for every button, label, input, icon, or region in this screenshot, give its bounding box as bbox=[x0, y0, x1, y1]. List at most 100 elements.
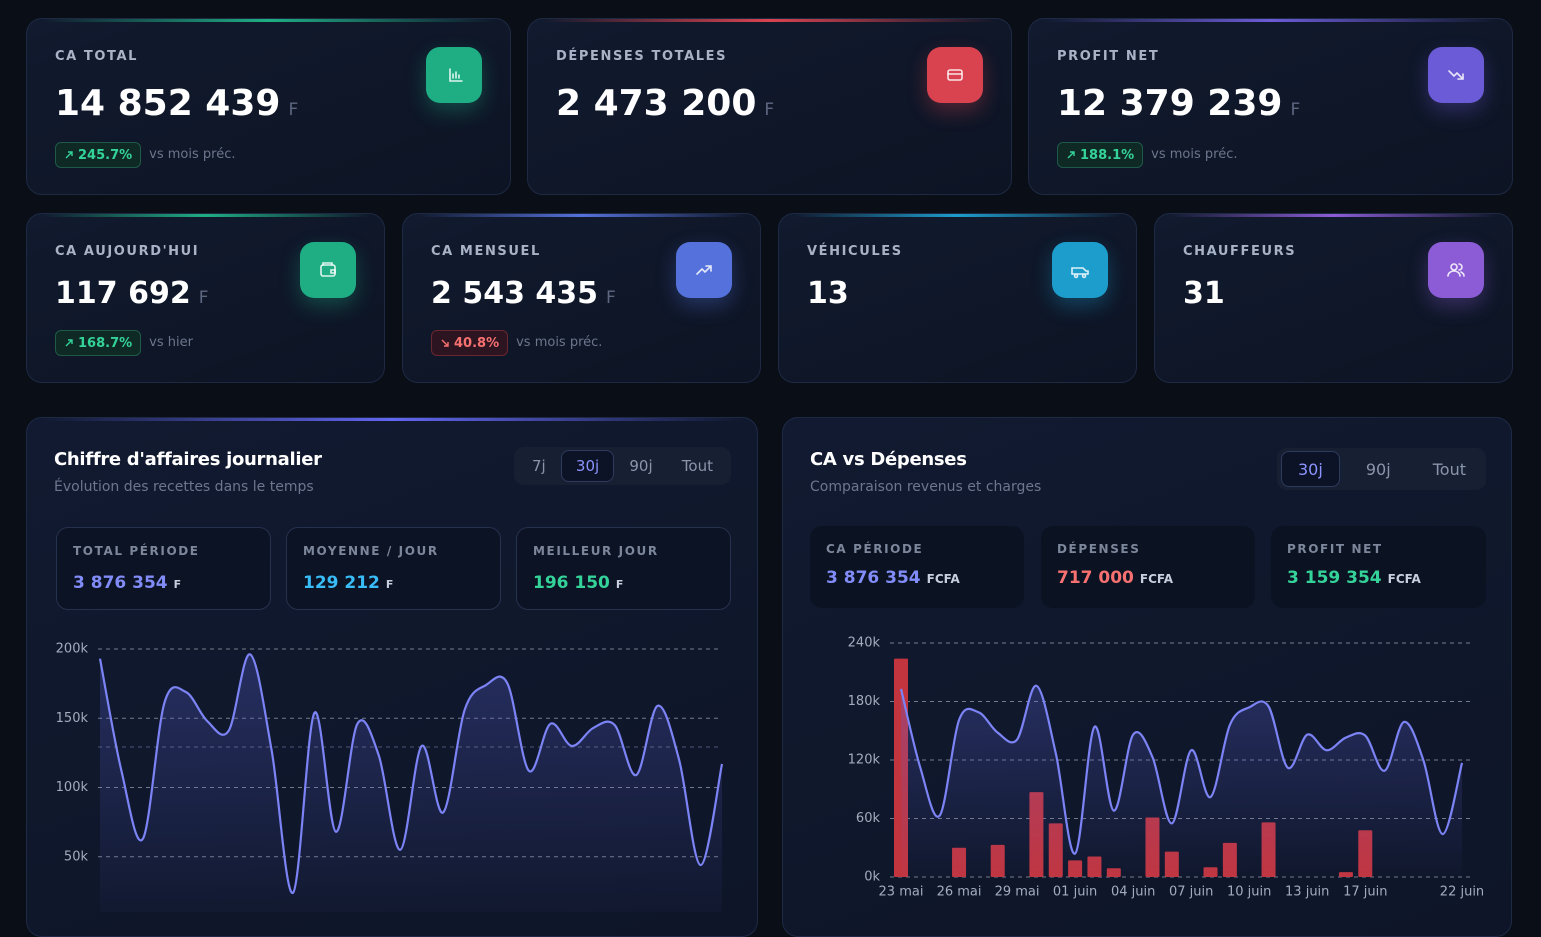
tab[interactable]: Tout bbox=[681, 457, 713, 475]
stat-number: 3 876 354 bbox=[826, 568, 921, 588]
y-tick-label: 240k bbox=[848, 636, 881, 651]
stat-number: 3 159 354 bbox=[1287, 568, 1382, 588]
card-unit: F bbox=[764, 100, 775, 120]
x-tick-label: 01 juin bbox=[1053, 885, 1097, 900]
card-accent bbox=[1169, 214, 1498, 217]
tab[interactable]: 90j bbox=[629, 457, 653, 475]
card-label: DÉPENSES TOTALES bbox=[556, 49, 728, 64]
card-value-number: 117 692 bbox=[55, 276, 191, 311]
stat-unit: F bbox=[615, 578, 624, 591]
stat-unit: FCFA bbox=[1387, 572, 1421, 586]
trend-arrow bbox=[65, 339, 73, 347]
stat-box: TOTAL PÉRIODE 3 876 354 F bbox=[56, 527, 271, 610]
card-icon bbox=[676, 242, 732, 298]
card-value: 31 bbox=[1183, 276, 1225, 311]
card-label: VÉHICULES bbox=[807, 244, 903, 259]
stat-number: 3 876 354 bbox=[73, 573, 168, 593]
stat-value: 129 212 F bbox=[303, 573, 393, 593]
card-value-number: 31 bbox=[1183, 276, 1225, 311]
change-value: 40.8% bbox=[454, 335, 500, 351]
card-accent bbox=[417, 214, 746, 217]
x-tick-label: 17 juin bbox=[1343, 885, 1387, 900]
tab[interactable]: 7j bbox=[532, 457, 546, 475]
stat-value: 3 159 354 FCFA bbox=[1287, 568, 1421, 588]
kpi-card: CHAUFFEURS 31 bbox=[1154, 213, 1513, 383]
card-value: 2 543 435 F bbox=[431, 276, 616, 311]
stat-box: MEILLEUR JOUR 196 150 F bbox=[516, 527, 731, 610]
tab[interactable]: 30j bbox=[560, 450, 615, 482]
tab[interactable]: 30j bbox=[1281, 451, 1340, 487]
card-icon bbox=[426, 47, 482, 103]
stat-number: 717 000 bbox=[1057, 568, 1134, 588]
icon bbox=[1447, 263, 1465, 277]
stat-label: DÉPENSES bbox=[1057, 542, 1141, 556]
charts: 50k 100k 150k 200k 0k 60k 120k 180k 240k 23 mai 26… bbox=[56, 636, 1484, 912]
x-tick-label: 26 mai bbox=[937, 885, 982, 900]
icon bbox=[1071, 267, 1089, 279]
card-value: 2 473 200 F bbox=[556, 83, 774, 124]
stat-unit: FCFA bbox=[926, 572, 960, 586]
y-tick-label: 180k bbox=[848, 694, 881, 709]
card-value-number: 2 543 435 bbox=[431, 276, 599, 311]
card-unit: F bbox=[288, 100, 299, 120]
page: CA TOTAL 14 852 439 F 245.7% vs mois préc. DÉ… bbox=[26, 18, 1513, 937]
panel-subtitle: Comparaison revenus et charges bbox=[810, 479, 1042, 495]
stat-value: 196 150 F bbox=[533, 573, 623, 593]
stat-number: 129 212 bbox=[303, 573, 380, 593]
card-label: CA MENSUEL bbox=[431, 244, 541, 259]
change-badge: 188.1% bbox=[1057, 142, 1144, 168]
tab[interactable]: Tout bbox=[1432, 459, 1466, 479]
card-accent bbox=[793, 214, 1122, 217]
x-tick-label: 07 juin bbox=[1169, 885, 1213, 900]
kpi-card: CA AUJOURD'HUI 117 692 F 168.7% vs hier bbox=[26, 213, 385, 383]
card-unit: F bbox=[1290, 100, 1301, 120]
kpi-card: CA MENSUEL 2 543 435 F 40.8% vs mois préc. bbox=[402, 213, 761, 383]
trend-arrow bbox=[1067, 151, 1075, 159]
stat-label: PROFIT NET bbox=[1287, 542, 1383, 556]
change-note: vs mois préc. bbox=[1151, 147, 1238, 162]
stat-unit: FCFA bbox=[1139, 572, 1174, 586]
y-tick-label: 120k bbox=[848, 753, 881, 768]
card-value-number: 13 bbox=[807, 276, 849, 311]
card-icon bbox=[1052, 242, 1108, 298]
stat-value: 717 000 FCFA bbox=[1057, 568, 1173, 588]
x-tick-label: 23 mai bbox=[879, 885, 924, 900]
card-label: CA AUJOURD'HUI bbox=[55, 244, 200, 259]
change-value: 168.7% bbox=[78, 335, 133, 351]
y-tick-label: 200k bbox=[56, 642, 89, 657]
change-badge: 245.7% bbox=[55, 142, 142, 168]
line bbox=[98, 653, 724, 894]
change-value: 245.7% bbox=[78, 147, 133, 163]
kpi-card: DÉPENSES TOTALES 2 473 200 F bbox=[527, 18, 1012, 195]
icon bbox=[449, 68, 463, 82]
card-unit: F bbox=[606, 288, 616, 308]
stat-label: MOYENNE / JOUR bbox=[303, 544, 439, 558]
x-tick-label: 13 juin bbox=[1285, 885, 1329, 900]
area bbox=[100, 654, 722, 912]
kpi-card: PROFIT NET 12 379 239 F 188.1% vs mois préc. bbox=[1028, 18, 1513, 195]
stat-label: TOTAL PÉRIODE bbox=[73, 544, 200, 558]
tab[interactable]: 90j bbox=[1365, 459, 1391, 479]
kpi-card: VÉHICULES 13 bbox=[778, 213, 1137, 383]
panel-title: Chiffre d'affaires journalier bbox=[54, 449, 322, 470]
stat-value: 3 876 354 FCFA bbox=[826, 568, 960, 588]
card-value: 117 692 F bbox=[55, 276, 208, 311]
x-tick-label: 29 mai bbox=[995, 885, 1040, 900]
icon bbox=[696, 265, 712, 275]
card-value: 14 852 439 F bbox=[55, 83, 298, 124]
card-icon bbox=[1428, 47, 1484, 103]
x-tick-label: 10 juin bbox=[1227, 885, 1271, 900]
y-tick-label: 150k bbox=[56, 711, 89, 726]
card-value: 13 bbox=[807, 276, 849, 311]
card-accent bbox=[41, 19, 496, 22]
card-value-number: 2 473 200 bbox=[556, 83, 757, 124]
stat-label: CA PÉRIODE bbox=[826, 542, 924, 556]
icon bbox=[1448, 70, 1464, 80]
card-accent bbox=[41, 214, 370, 217]
card-icon bbox=[1428, 242, 1484, 298]
panel-subtitle: Évolution des recettes dans le temps bbox=[54, 479, 314, 495]
x-tick-label: 22 juin bbox=[1440, 885, 1484, 900]
trend-arrow bbox=[65, 151, 73, 159]
stat-box: PROFIT NET 3 159 354 FCFA bbox=[1271, 526, 1486, 608]
card-accent bbox=[1043, 19, 1498, 22]
